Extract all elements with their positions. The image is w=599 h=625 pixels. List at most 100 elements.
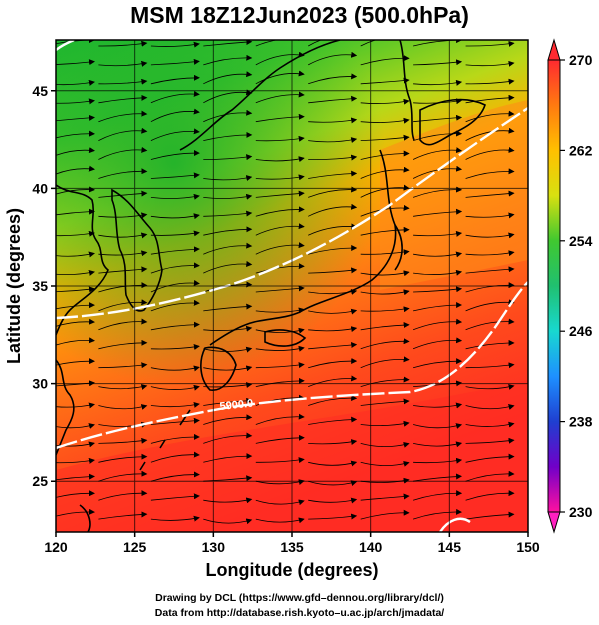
streamline <box>98 282 148 293</box>
streamline <box>203 518 253 525</box>
streamline <box>98 146 148 160</box>
streamline <box>360 493 410 501</box>
streamline <box>255 190 305 198</box>
streamline <box>98 127 148 141</box>
streamline <box>150 299 200 312</box>
streamline <box>98 470 148 482</box>
streamline <box>150 471 200 482</box>
streamline <box>56 318 95 327</box>
streamline <box>98 110 148 123</box>
x-tick-label: 120 <box>44 539 68 555</box>
x-tick-label: 140 <box>359 539 383 555</box>
grid-lines <box>56 40 528 532</box>
streamline <box>98 60 148 67</box>
streamline <box>203 242 253 255</box>
streamline <box>465 127 515 141</box>
streamline <box>255 70 305 85</box>
streamline <box>360 117 410 124</box>
streamline <box>150 58 200 66</box>
streamline <box>360 55 410 66</box>
streamline <box>56 302 95 310</box>
y-axis-ticks: 25 30 35 40 45 <box>32 83 56 489</box>
streamline <box>203 453 253 463</box>
streamline <box>360 40 377 47</box>
streamline <box>203 397 253 406</box>
streamline <box>150 90 200 104</box>
streamline <box>203 193 253 200</box>
colorbar-label: 230 <box>569 504 593 520</box>
streamline <box>150 172 200 179</box>
streamline <box>255 479 305 485</box>
streamline <box>98 212 148 219</box>
streamline <box>255 345 305 352</box>
streamline <box>150 213 200 220</box>
streamline <box>308 223 358 236</box>
streamline <box>150 246 200 255</box>
streamline <box>308 170 358 179</box>
streamline <box>150 128 200 141</box>
streamline <box>465 60 515 67</box>
streamline <box>150 108 200 123</box>
streamline <box>308 513 358 520</box>
streamline <box>308 288 358 295</box>
streamline <box>465 490 515 501</box>
streamline <box>150 41 200 48</box>
streamline <box>203 414 253 425</box>
streamline <box>98 437 148 444</box>
streamline <box>150 193 200 200</box>
streamline <box>255 327 305 334</box>
y-tick-label: 45 <box>32 83 48 99</box>
streamline <box>412 490 463 501</box>
streamline <box>412 147 463 160</box>
streamline <box>413 269 463 276</box>
streamline <box>255 91 305 104</box>
y-axis-label: Latitude (degrees) <box>4 208 24 364</box>
streamline <box>150 451 200 463</box>
streamline <box>465 470 515 482</box>
streamline <box>203 325 253 332</box>
streamline <box>98 299 148 312</box>
streamline <box>150 365 200 372</box>
streamline <box>360 338 410 350</box>
streamline <box>98 94 148 104</box>
streamline <box>413 59 463 66</box>
streamline <box>465 282 515 293</box>
streamline <box>308 244 358 255</box>
streamline <box>465 318 515 331</box>
streamline <box>56 114 95 122</box>
colorbar-label: 238 <box>569 414 593 430</box>
colorbar: 270 262 254 246 238 230 <box>547 38 593 534</box>
streamline <box>98 404 148 410</box>
streamline <box>412 508 463 520</box>
streamline <box>412 358 463 369</box>
streamline <box>203 432 253 444</box>
streamline <box>56 457 95 464</box>
streamline <box>255 517 305 524</box>
streamline <box>98 190 148 198</box>
streamline <box>412 337 463 350</box>
streamline <box>56 251 95 258</box>
streamline <box>56 130 95 139</box>
streamline <box>308 308 358 315</box>
streamline <box>308 480 358 487</box>
streamline <box>56 337 95 346</box>
streamline <box>255 223 305 236</box>
colorbar-label: 246 <box>569 323 593 339</box>
streamline <box>203 210 253 217</box>
streamline <box>465 250 515 257</box>
streamline <box>465 362 515 369</box>
streamline <box>255 457 305 464</box>
streamline <box>203 175 253 182</box>
streamline <box>98 318 148 331</box>
streamline <box>150 433 200 444</box>
streamline <box>255 413 305 425</box>
streamline <box>255 174 305 181</box>
contour-label: 5900.0 <box>219 398 254 413</box>
streamline <box>413 230 463 237</box>
streamline <box>360 460 410 467</box>
streamline <box>360 150 410 160</box>
streamline <box>98 40 148 47</box>
streamline <box>203 40 253 47</box>
streamline <box>255 377 305 387</box>
